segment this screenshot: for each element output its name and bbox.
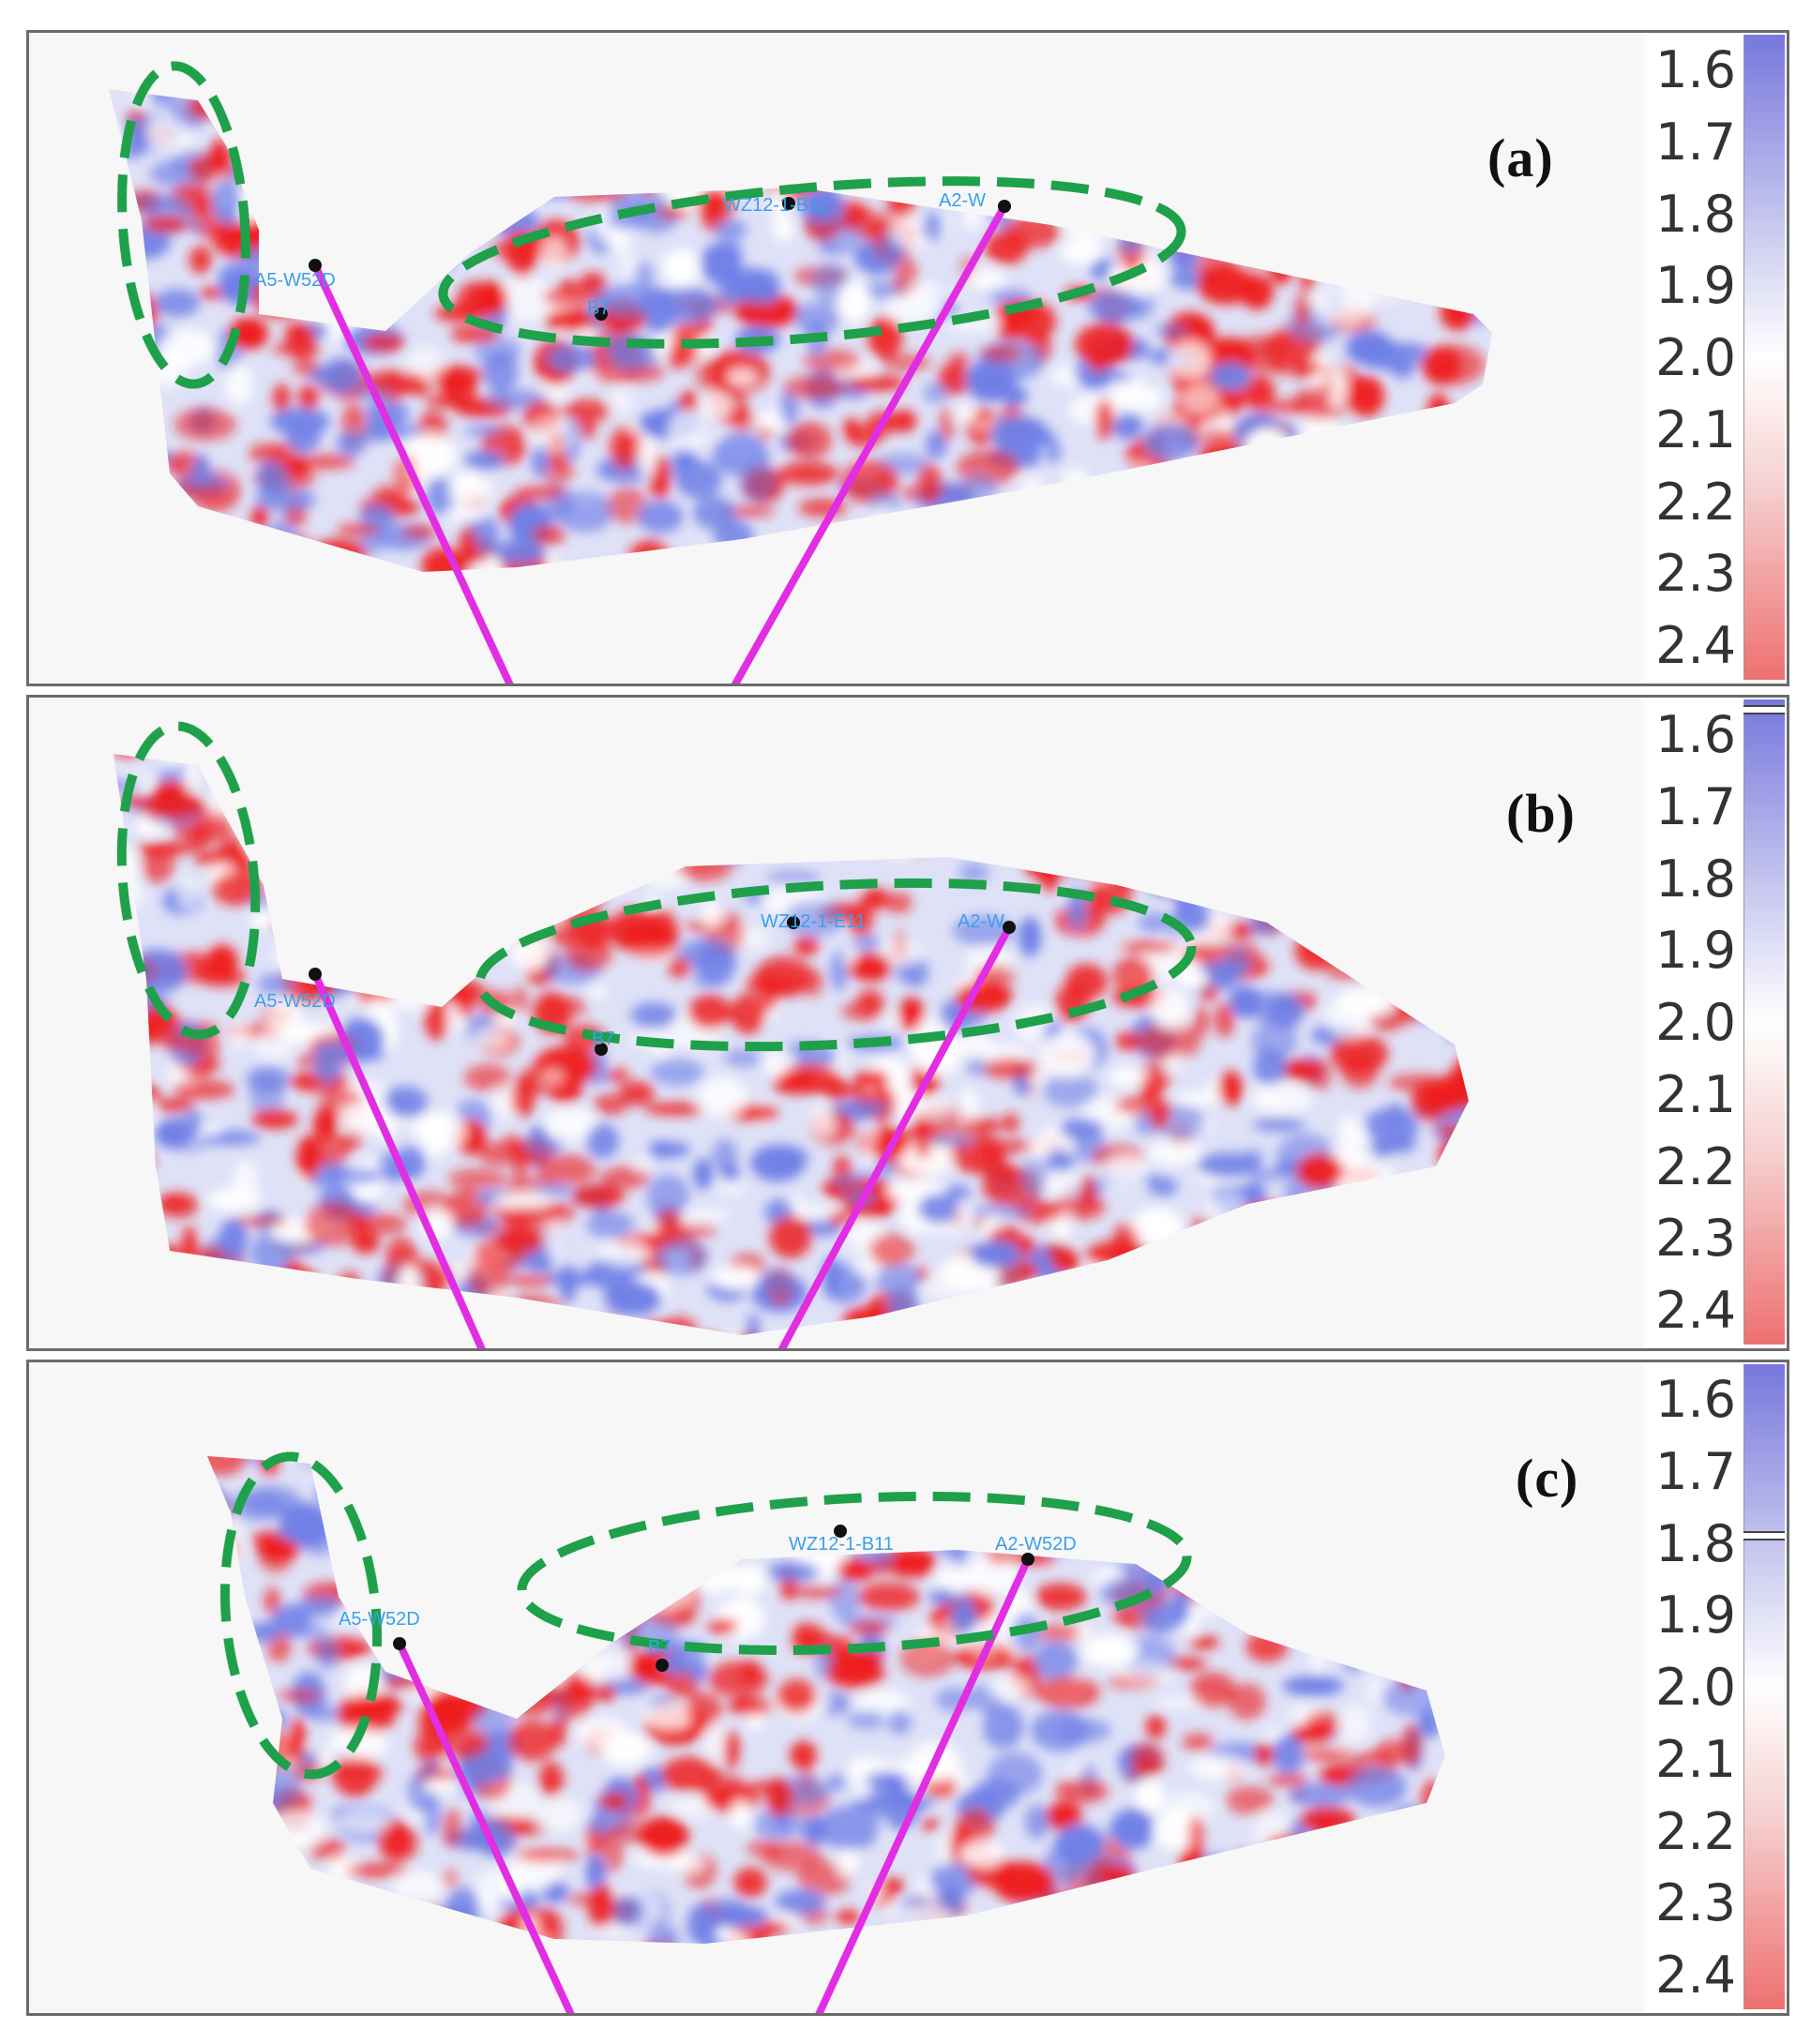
color-scale-bar [1743,35,1785,680]
color-scale-tick: 2.3 [1655,1873,1736,1933]
well-label: A5-W52D [254,270,336,291]
color-scale-tick: 1.6 [1655,705,1736,764]
color-scale-tick: 1.6 [1655,1370,1736,1429]
color-scale-tick: 1.8 [1655,1513,1736,1573]
seismic-attribute-map: A5-W52D WZ12-1-E11 A2-W B7 [29,698,1642,1348]
color-scale-slider[interactable] [1743,1531,1785,1541]
color-scale-bar [1743,699,1785,1345]
color-scale-tick: 2.3 [1655,544,1736,604]
seismic-attribute-map: A5-W52D WZ12-1-B11 A2-W52D B7 [29,1362,1642,2013]
well-marker-3 [834,1525,847,1538]
well-marker-4 [1021,1553,1034,1566]
well-marker-3 [782,197,795,210]
well-label: A2-W52D [995,1534,1077,1555]
color-scale-tick: 2.0 [1655,1658,1736,1717]
color-scale-slider[interactable] [1743,705,1785,714]
well-label: A5-W52D [254,991,336,1012]
color-scale-bar [1743,1364,1785,2009]
color-scale-tick: 1.8 [1655,184,1736,244]
color-scale-tick: 2.1 [1655,399,1736,459]
well-marker-1 [393,1637,406,1650]
highlight-ellipse-1 [116,721,261,1040]
well-label: B7 [648,1637,671,1658]
color-scale-tick: 2.4 [1655,1946,1736,2005]
color-scale-tick: 1.7 [1655,112,1736,172]
color-scale-tick: 2.1 [1655,1064,1736,1124]
highlight-ellipse-1 [117,61,250,389]
panel-a: A5-W52D WZ12-1-B11 A2-W B7 (a) 1.6 1.7 1.8 1.9 2.… [26,30,1789,686]
well-label: WZ12-1-E11 [761,911,866,932]
color-scale: 1.6 1.7 1.8 1.9 2.0 2.1 2.2 2.3 2.4 [1646,698,1787,1348]
well-label: WZ12-1-B11 [723,195,828,216]
color-scale-tick: 2.0 [1655,993,1736,1052]
panel-b: A5-W52D WZ12-1-E11 A2-W B7 (b) 1.6 1.7 1.8 1.9 2.… [26,695,1789,1351]
highlight-ellipse-2 [517,1491,1192,1656]
color-scale-tick: 1.9 [1655,1586,1736,1646]
color-scale-tick: 1.6 [1655,40,1736,99]
well-label: WZ12-1-B11 [789,1534,894,1555]
highlight-ellipse-1 [219,1451,383,1780]
color-scale-tick: 1.7 [1655,1441,1736,1501]
color-scale: 1.6 1.7 1.8 1.9 2.0 2.1 2.2 2.3 2.4 [1646,33,1787,684]
well-path-2 [731,204,1008,684]
color-scale: 1.6 1.7 1.8 1.9 2.0 2.1 2.2 2.3 2.4 [1646,1362,1787,2013]
well-label: A2-W [939,190,986,211]
highlight-ellipse-2 [438,176,1186,349]
well-marker-2 [656,1659,669,1672]
well-label: A2-W [958,911,1004,932]
well-marker-4 [998,200,1011,213]
panel-label: (a) [1487,128,1554,188]
color-scale-tick: 2.2 [1655,472,1736,532]
well-marker-4 [1003,921,1016,934]
color-scale-tick: 1.7 [1655,776,1736,836]
well-path-1 [396,1642,575,2013]
well-path-1 [311,263,514,684]
seismic-attribute-map: A5-W52D WZ12-1-B11 A2-W B7 [29,33,1642,684]
color-scale-tick: 2.1 [1655,1729,1736,1789]
color-scale-tick: 2.4 [1655,616,1736,675]
well-marker-2 [595,1043,608,1056]
color-scale-tick: 2.0 [1655,328,1736,387]
color-scale-tick: 2.2 [1655,1136,1736,1196]
highlight-ellipse-2 [475,878,1197,1052]
well-path-2 [777,925,1013,1348]
well-marker-2 [595,308,608,321]
color-scale-tick: 2.2 [1655,1801,1736,1861]
color-scale-tick: 1.8 [1655,849,1736,909]
well-label: A5-W52D [339,1609,420,1630]
well-marker-3 [787,916,800,929]
well-label: B7 [587,298,610,319]
color-scale-tick: 2.3 [1655,1209,1736,1269]
color-scale-tick: 1.9 [1655,256,1736,316]
well-path-1 [311,972,486,1348]
color-scale-tick: 2.4 [1655,1281,1736,1340]
panel-label: (b) [1506,783,1576,844]
color-scale-tick: 1.9 [1655,921,1736,981]
panel-label: (c) [1516,1448,1579,1509]
well-marker-1 [309,259,322,272]
well-label: B7 [592,1029,614,1049]
well-marker-1 [309,968,322,981]
panel-c: A5-W52D WZ12-1-B11 A2-W52D B7 (c) 1.6 1.7 1.8 1.… [26,1360,1789,2016]
